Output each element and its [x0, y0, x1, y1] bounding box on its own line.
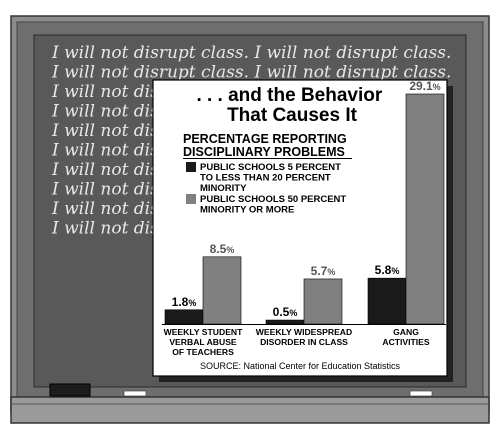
chart-bars: 1.8%8.5%0.5%5.7% 5.8%29.1%: [162, 79, 446, 325]
data-label-unit: %: [289, 308, 297, 318]
bar: [405, 93, 445, 325]
chart-title: . . . and the Behavior That Causes It: [196, 85, 387, 126]
bar: [265, 319, 305, 325]
chart-source: SOURCE: National Center for Education St…: [200, 361, 401, 371]
chart-category-labels: WEEKLY STUDENT VERBAL ABUSE OF TEACHERSWEE…: [164, 327, 430, 357]
category-label-line: ACTIVITIES: [382, 337, 430, 347]
data-label: 0.5%: [273, 305, 298, 319]
legend-label-under20: PUBLIC SCHOOLS 5 PERCENT TO LESS THAN 20…: [200, 162, 344, 194]
bar: [303, 278, 343, 325]
data-label-value: 0.5: [273, 305, 290, 319]
data-label-unit: %: [433, 82, 441, 92]
chalk-handwriting-line: I will not disrupt class. I will not dis…: [51, 43, 451, 63]
legend-label-50plus: PUBLIC SCHOOLS 50 PERCENT MINORITY OR MO…: [200, 194, 349, 216]
chalk-piece-left: [123, 390, 147, 397]
chalk-tray: [10, 396, 490, 424]
category-label-line: GANG: [393, 327, 419, 337]
data-label: 5.7%: [311, 264, 336, 278]
data-label-value: 29.1: [409, 79, 433, 93]
legend-label-under20-line-1: PUBLIC SCHOOLS 5 PERCENT: [200, 162, 341, 173]
legend-label-50plus-line-1: PUBLIC SCHOOLS 50 PERCENT: [200, 194, 346, 205]
chalk-handwriting-line: I will not disrupt class. I will not dis…: [51, 63, 451, 83]
data-label-unit: %: [188, 298, 196, 308]
legend-label-under20-line-2: TO LESS THAN 20 PERCENT: [200, 173, 331, 184]
bar: [202, 256, 242, 325]
chart-title-line-2: That Causes It: [227, 105, 358, 126]
category-label: WEEKLY WIDESPREAD DISORDER IN CLASS: [256, 327, 352, 347]
category-label: GANG ACTIVITIES: [382, 327, 430, 347]
data-label: 5.8%: [375, 263, 400, 277]
legend-swatch-under20: [186, 162, 196, 172]
chart-title-line-1: . . . and the Behavior: [196, 85, 382, 106]
data-label-unit: %: [391, 266, 399, 276]
data-label-unit: %: [327, 267, 335, 277]
eraser: [49, 383, 91, 397]
category-label-line: DISORDER IN CLASS: [260, 337, 348, 347]
category-label-line: WEEKLY WIDESPREAD: [256, 327, 352, 337]
bar: [367, 277, 407, 325]
category-label-line: VERBAL ABUSE: [169, 337, 237, 347]
data-label: 29.1%: [409, 79, 440, 93]
category-label: WEEKLY STUDENT VERBAL ABUSE OF TEACHERS: [164, 327, 244, 357]
data-label: 8.5%: [210, 242, 235, 256]
category-label-line: OF TEACHERS: [172, 347, 234, 357]
data-label-value: 5.7: [311, 264, 328, 278]
legend-swatch-50plus: [186, 194, 196, 204]
chart-subtitle-line-2: DISCIPLINARY PROBLEMS: [183, 145, 345, 159]
data-label-value: 1.8: [172, 295, 189, 309]
chart-legend: PUBLIC SCHOOLS 5 PERCENT TO LESS THAN 20…: [186, 162, 349, 216]
bar: [164, 309, 204, 325]
category-label-line: WEEKLY STUDENT: [164, 327, 244, 337]
legend-label-under20-line-3: MINORITY: [200, 183, 247, 194]
chalk-piece-right: [409, 390, 433, 397]
data-label: 1.8%: [172, 295, 197, 309]
data-label-value: 5.8: [375, 263, 392, 277]
chart-subtitle: PERCENTAGE REPORTING DISCIPLINARY PROBLE…: [183, 132, 350, 159]
legend-label-50plus-line-2: MINORITY OR MORE: [200, 205, 294, 216]
chart-subtitle-line-1: PERCENTAGE REPORTING: [183, 132, 347, 146]
data-label-unit: %: [226, 245, 234, 255]
chart-card: [152, 79, 448, 377]
data-label-value: 8.5: [210, 242, 227, 256]
